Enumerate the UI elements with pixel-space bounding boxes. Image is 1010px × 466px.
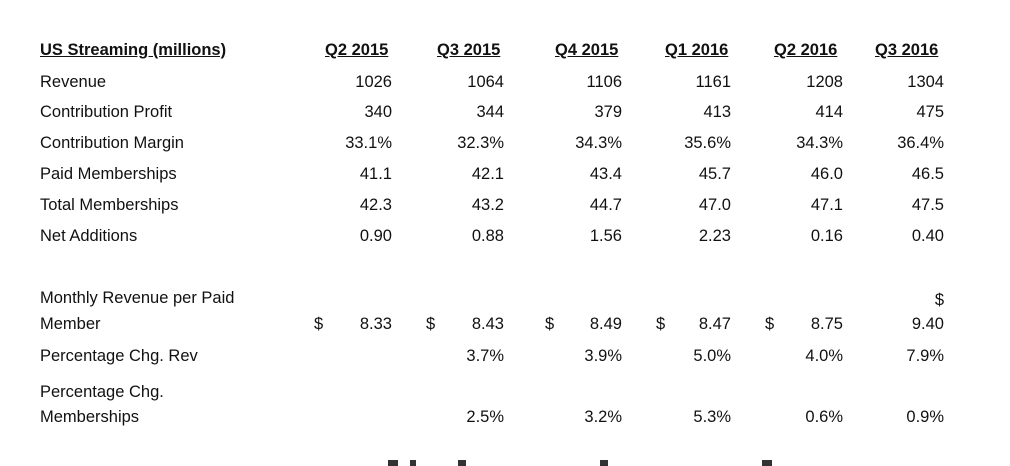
table-cell: 35.6% <box>684 134 731 152</box>
table-cell: 1064 <box>467 73 504 91</box>
table-cell: 46.0 <box>810 165 843 183</box>
table-cell: 3.7% <box>466 347 504 365</box>
table-header-label: US Streaming (millions) <box>40 41 227 59</box>
table-cell: 0.16 <box>810 227 843 245</box>
table-cell: 1161 <box>695 73 731 91</box>
cutoff-artifact <box>388 460 398 466</box>
row-label: Paid Memberships <box>40 165 177 183</box>
pct-chg-memberships-label-line1: Percentage Chg. <box>40 383 164 401</box>
table-cell: 46.5 <box>911 165 944 183</box>
table-cell: 414 <box>815 103 843 121</box>
table-cell: 9.40 <box>911 315 944 333</box>
table-cell: 47.0 <box>698 196 731 214</box>
cutoff-artifact <box>458 460 466 466</box>
header-q2-2015: Q2 2015 <box>325 41 389 59</box>
table-cell: 4.0% <box>805 347 843 365</box>
table-cell: 413 <box>703 103 731 121</box>
table-cell: 1106 <box>586 73 622 91</box>
table-cell: 47.1 <box>810 196 843 214</box>
table-cell: 344 <box>476 103 504 121</box>
table-cell: 0.90 <box>359 227 392 245</box>
cutoff-artifact <box>762 460 772 466</box>
cutoff-artifact <box>410 460 416 466</box>
header-q2-2016: Q2 2016 <box>774 41 838 59</box>
table-cell: 43.2 <box>471 196 504 214</box>
table-cell: 34.3% <box>575 134 622 152</box>
row-label: Contribution Profit <box>40 103 173 121</box>
pct-chg-rev-label: Percentage Chg. Rev <box>40 347 198 365</box>
table-cell: 475 <box>916 103 944 121</box>
table-cell: 42.3 <box>359 196 392 214</box>
table-cell: 45.7 <box>698 165 731 183</box>
cutoff-artifact <box>600 460 608 466</box>
currency-symbol: $ <box>765 315 775 333</box>
table-cell: 1304 <box>907 73 944 91</box>
table-cell: 47.5 <box>911 196 944 214</box>
header-q3-2015: Q3 2015 <box>437 41 501 59</box>
table-cell: 7.9% <box>906 347 944 365</box>
table-cell: 36.4% <box>897 134 944 152</box>
table-cell: 0.9% <box>906 408 944 426</box>
table-cell: 8.33 <box>359 315 392 333</box>
currency-symbol: $ <box>426 315 436 333</box>
pct-chg-memberships-label-line2: Memberships <box>40 408 140 426</box>
table-cell: 43.4 <box>589 165 622 183</box>
table-cell: 1208 <box>806 73 843 91</box>
table-cell: 44.7 <box>589 196 622 214</box>
table-cell: 340 <box>364 103 392 121</box>
table-cell: 379 <box>594 103 622 121</box>
table-cell: 5.0% <box>693 347 731 365</box>
header-q3-2016: Q3 2016 <box>875 41 939 59</box>
currency-symbol: $ <box>934 291 944 309</box>
header-q1-2016: Q1 2016 <box>665 41 729 59</box>
row-label: Revenue <box>40 73 107 91</box>
currency-symbol: $ <box>314 315 324 333</box>
table-cell: 0.6% <box>805 408 843 426</box>
table-cell: 5.3% <box>693 408 731 426</box>
monthly-revenue-label-line1: Monthly Revenue per Paid <box>40 289 235 307</box>
table-cell: 0.40 <box>911 227 944 245</box>
row-label: Total Memberships <box>40 196 179 214</box>
table-cell: 8.47 <box>698 315 731 333</box>
table-cell: 33.1% <box>345 134 392 152</box>
table-cell: 8.43 <box>471 315 504 333</box>
table-cell: 42.1 <box>471 165 504 183</box>
table-cell: 34.3% <box>796 134 843 152</box>
table-cell: 8.49 <box>589 315 622 333</box>
table-cell: 8.75 <box>810 315 843 333</box>
table-cell: 3.9% <box>584 347 622 365</box>
row-label: Contribution Margin <box>40 134 184 152</box>
table-cell: 41.1 <box>359 165 392 183</box>
table-cell: 3.2% <box>584 408 622 426</box>
header-q4-2015: Q4 2015 <box>555 41 619 59</box>
table-cell: 2.23 <box>698 227 731 245</box>
table-cell: 32.3% <box>457 134 504 152</box>
table-cell: 1026 <box>355 73 392 91</box>
table-cell: 1.56 <box>589 227 622 245</box>
monthly-revenue-label-line2: Member <box>40 315 101 333</box>
row-label: Net Additions <box>40 227 138 245</box>
currency-symbol: $ <box>656 315 666 333</box>
table-cell: 0.88 <box>471 227 504 245</box>
currency-symbol: $ <box>545 315 555 333</box>
table-cell: 2.5% <box>466 408 504 426</box>
